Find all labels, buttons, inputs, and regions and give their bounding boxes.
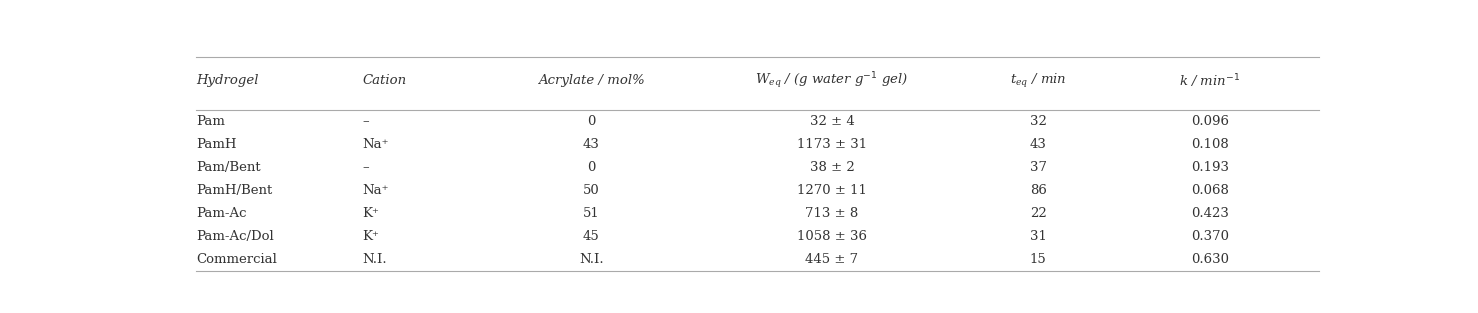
Text: 0.630: 0.630: [1191, 253, 1228, 266]
Text: 38 ± 2: 38 ± 2: [810, 161, 854, 174]
Text: –: –: [362, 115, 370, 128]
Text: 1173 ± 31: 1173 ± 31: [797, 138, 868, 151]
Text: Pam-Ac: Pam-Ac: [197, 207, 247, 220]
Text: 0: 0: [587, 161, 596, 174]
Text: Pam-Ac/Dol: Pam-Ac/Dol: [197, 230, 273, 243]
Text: 0.423: 0.423: [1191, 207, 1228, 220]
Text: 0.108: 0.108: [1191, 138, 1228, 151]
Text: 45: 45: [582, 230, 600, 243]
Text: 1058 ± 36: 1058 ± 36: [797, 230, 868, 243]
Text: 713 ± 8: 713 ± 8: [806, 207, 859, 220]
Text: 15: 15: [1030, 253, 1046, 266]
Text: Acrylate / mol%: Acrylate / mol%: [538, 74, 644, 87]
Text: 0.068: 0.068: [1191, 184, 1228, 197]
Text: 86: 86: [1030, 184, 1046, 197]
Text: Pam/Bent: Pam/Bent: [197, 161, 260, 174]
Text: W$_{\mathregular{eq}}$ / (g water g$^{-1}$ gel): W$_{\mathregular{eq}}$ / (g water g$^{-1…: [755, 71, 909, 91]
Text: Na⁺: Na⁺: [362, 184, 389, 197]
Text: N.I.: N.I.: [579, 253, 603, 266]
Text: Na⁺: Na⁺: [362, 138, 389, 151]
Text: –: –: [362, 161, 370, 174]
Text: Hydrogel: Hydrogel: [197, 74, 259, 87]
Text: Cation: Cation: [362, 74, 406, 87]
Text: k / min$^{-1}$: k / min$^{-1}$: [1179, 72, 1240, 90]
Text: 43: 43: [1030, 138, 1046, 151]
Text: PamH: PamH: [197, 138, 236, 151]
Text: 0.193: 0.193: [1191, 161, 1228, 174]
Text: t$_{\mathregular{eq}}$ / min: t$_{\mathregular{eq}}$ / min: [1009, 72, 1066, 90]
Text: 22: 22: [1030, 207, 1046, 220]
Text: K⁺: K⁺: [362, 207, 380, 220]
Text: PamH/Bent: PamH/Bent: [197, 184, 272, 197]
Text: Commercial: Commercial: [197, 253, 276, 266]
Text: 0.370: 0.370: [1191, 230, 1228, 243]
Text: 37: 37: [1030, 161, 1046, 174]
Text: K⁺: K⁺: [362, 230, 380, 243]
Text: 32: 32: [1030, 115, 1046, 128]
Text: 445 ± 7: 445 ± 7: [806, 253, 859, 266]
Text: 32 ± 4: 32 ± 4: [810, 115, 854, 128]
Text: 43: 43: [582, 138, 600, 151]
Text: 0: 0: [587, 115, 596, 128]
Text: 50: 50: [582, 184, 600, 197]
Text: 0.096: 0.096: [1191, 115, 1228, 128]
Text: 31: 31: [1030, 230, 1046, 243]
Text: N.I.: N.I.: [362, 253, 387, 266]
Text: Pam: Pam: [197, 115, 225, 128]
Text: 1270 ± 11: 1270 ± 11: [797, 184, 868, 197]
Text: 51: 51: [582, 207, 600, 220]
